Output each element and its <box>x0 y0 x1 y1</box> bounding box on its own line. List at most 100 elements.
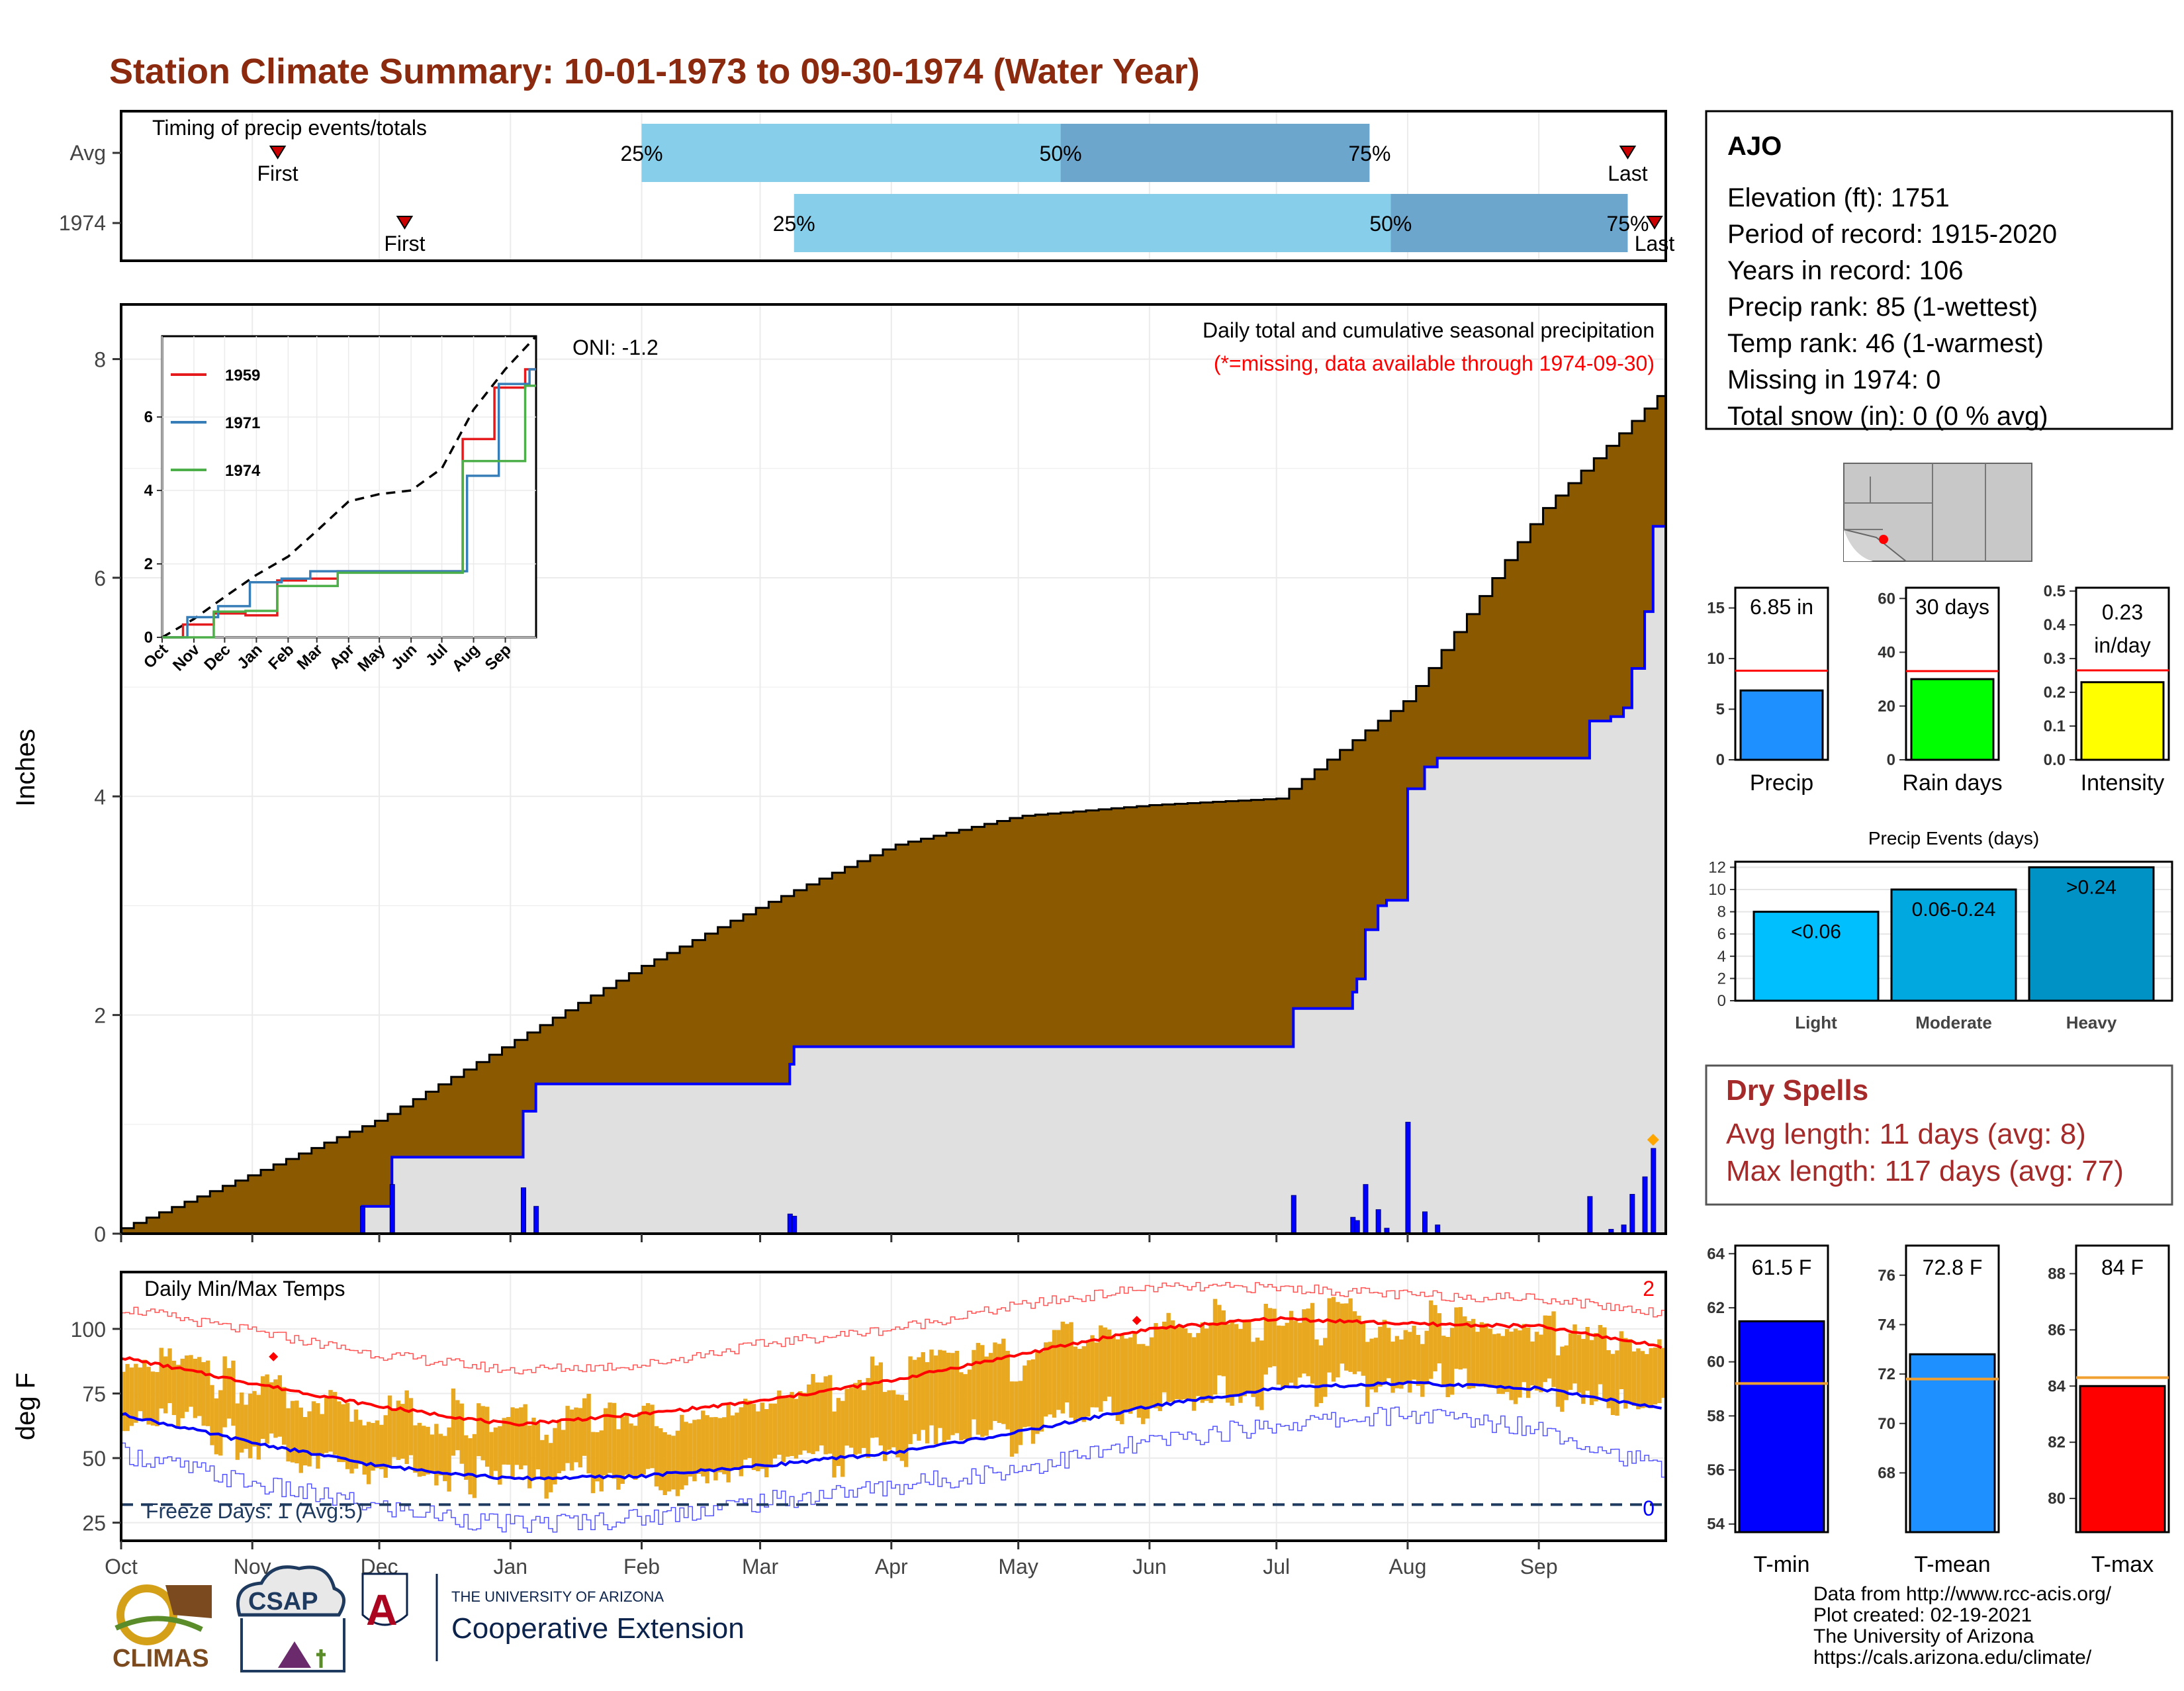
daily-temp-bar <box>899 1394 904 1461</box>
temp-summary-ytick-label: 56 <box>1707 1461 1725 1479</box>
page-title: Station Climate Summary: 10-01-1973 to 0… <box>109 52 1200 91</box>
daily-temp-bar <box>1212 1299 1218 1395</box>
daily-temp-bar <box>248 1393 253 1459</box>
daily-temp-bar <box>1407 1332 1412 1393</box>
timing-bars: 25% 50% 75% First Last 25% 50% 75% First Last <box>257 124 1674 255</box>
temp-summary-bar <box>2079 1385 2166 1533</box>
timing-label: Timing of precip events/totals <box>152 116 427 140</box>
daily-temp-bar <box>1403 1330 1408 1383</box>
daily-temp-bar <box>819 1382 824 1446</box>
daily-temp-bar <box>1124 1338 1128 1411</box>
precip-ytick-label: 8 <box>94 348 106 372</box>
daily-temp-bar <box>531 1418 536 1479</box>
climas-logo-text: CLIMAS <box>113 1645 209 1672</box>
daily-temp-bar <box>565 1406 570 1463</box>
daily-temp-bar <box>709 1417 714 1471</box>
record-high-marker <box>1132 1316 1142 1326</box>
daily-temp-bar <box>1361 1321 1365 1376</box>
temp-summary-value: 72.8 F <box>1923 1256 1983 1279</box>
daily-temp-bar <box>510 1407 515 1479</box>
daily-temp-bar <box>417 1422 422 1477</box>
timing-frame <box>120 110 1667 262</box>
daily-temp-bar <box>1475 1332 1480 1387</box>
timing-last-label: Last <box>1635 232 1675 255</box>
temp-y-label: deg F <box>11 1373 40 1440</box>
avg-cumulative-area <box>121 394 1666 1234</box>
daily-temp-bar <box>844 1389 849 1446</box>
daily-temp-bar <box>527 1425 532 1488</box>
daily-temp-bar <box>980 1345 985 1438</box>
daily-precip-bar <box>1354 1220 1360 1234</box>
daily-temp-bar <box>1018 1381 1023 1445</box>
timing-pct-50: 50% <box>1369 212 1412 236</box>
daily-temp-bar <box>883 1392 887 1461</box>
daily-temp-bar <box>1111 1336 1116 1413</box>
daily-temp-bar <box>1306 1308 1310 1377</box>
month-tick-label: Jul <box>1263 1555 1290 1578</box>
precip-y-label: Inches <box>11 729 40 807</box>
temp-summary-bar <box>1738 1320 1825 1533</box>
timing-last-marker <box>1619 146 1637 160</box>
dry-spells-max: Max length: 117 days (avg: 77) <box>1726 1155 2124 1187</box>
temp-summary-ytick-label: 62 <box>1707 1299 1725 1317</box>
temp-ytick-label: 25 <box>82 1512 106 1535</box>
daily-temp-bar <box>1128 1337 1133 1414</box>
temp-ytick-label: 50 <box>82 1447 106 1471</box>
events-ytick-label: 2 <box>1717 970 1726 987</box>
month-tick-label: Nov <box>234 1555 271 1578</box>
daily-temp-bar <box>1357 1315 1361 1372</box>
daily-temp-bar <box>197 1357 202 1416</box>
summary-ytick-label: 0.3 <box>2044 650 2066 668</box>
csap-logo-text: CSAP <box>248 1588 318 1616</box>
events-ytick-label: 6 <box>1717 925 1726 943</box>
daily-temp-bar <box>917 1357 921 1441</box>
daily-temp-bar <box>514 1408 520 1465</box>
daily-temp-bar <box>1513 1328 1518 1404</box>
daily-temp-bar <box>1543 1315 1547 1383</box>
state-locator-map <box>1843 463 2032 562</box>
daily-temp-bar <box>1225 1324 1230 1403</box>
daily-temp-bar <box>1479 1322 1484 1386</box>
temp-summary-ytick-label: 70 <box>1878 1415 1895 1433</box>
summary-ytick-label: 0.4 <box>2044 616 2066 634</box>
daily-temp-bar <box>1463 1316 1467 1369</box>
summary-ytick-label: 40 <box>1878 644 1895 662</box>
record-low-count: 0 <box>1643 1496 1655 1520</box>
summary-ytick-label: 0.1 <box>2044 717 2066 735</box>
daily-temp-bar <box>1631 1351 1637 1406</box>
month-tick-label: Aug <box>1388 1555 1426 1578</box>
daily-precip-bar <box>1422 1211 1428 1234</box>
daily-precip-bar <box>359 1206 365 1234</box>
daily-temp-bar <box>295 1400 299 1464</box>
daily-temp-bar <box>730 1415 735 1469</box>
daily-temp-bar <box>345 1402 350 1469</box>
daily-temp-bar <box>1230 1320 1234 1406</box>
daily-precip-bar <box>1363 1184 1369 1234</box>
daily-temp-bar <box>692 1420 697 1482</box>
temp-summary-ytick-label: 54 <box>1707 1516 1725 1533</box>
csap-cactus-icon <box>316 1649 326 1668</box>
temp-summary-bar <box>1909 1353 1996 1533</box>
daily-temp-bar <box>1090 1335 1095 1408</box>
daily-temp-bar <box>1196 1333 1201 1396</box>
temp-y-axis: 25 50 75 100 <box>71 1318 121 1535</box>
daily-temp-bars <box>121 1297 1666 1499</box>
timing-pct-75: 75% <box>1606 212 1649 236</box>
daily-temp-bar <box>1445 1337 1450 1398</box>
daily-temp-bar <box>1044 1342 1048 1417</box>
daily-temp-bar <box>489 1432 494 1477</box>
daily-temp-bar <box>138 1367 142 1412</box>
temp-summary-label: T-mean <box>1914 1552 1990 1577</box>
daily-temp-bar <box>349 1422 354 1474</box>
daily-temp-bar <box>1187 1333 1192 1401</box>
daily-temp-bar <box>903 1400 909 1467</box>
daily-temp-bar <box>1458 1306 1463 1370</box>
temp-summary-ytick-label: 82 <box>2048 1434 2066 1451</box>
temp-summary-ytick-label: 68 <box>1878 1464 1895 1482</box>
daily-temp-bar <box>590 1432 596 1494</box>
daily-temp-bar <box>1394 1336 1400 1389</box>
daily-temp-bar <box>477 1403 481 1457</box>
daily-temp-bar <box>1149 1337 1154 1407</box>
record-high-count: 2 <box>1643 1277 1655 1301</box>
